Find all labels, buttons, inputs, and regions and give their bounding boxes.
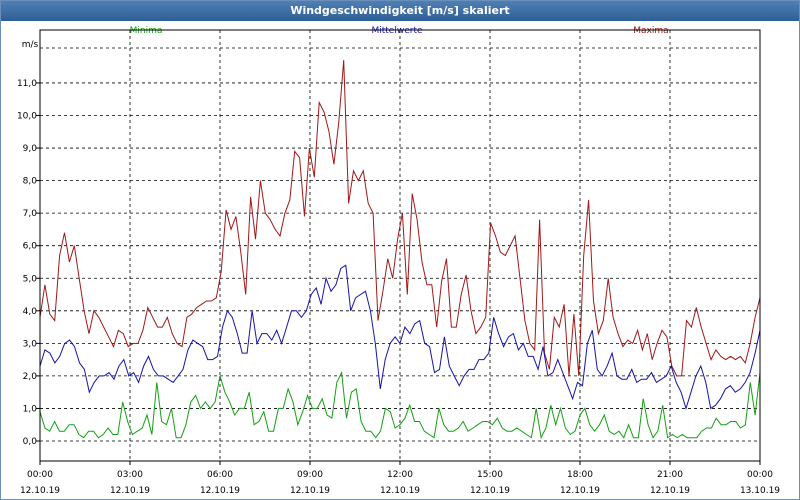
y-tick-label: 2,0 (23, 372, 38, 382)
y-tick-label: 4,0 (23, 307, 38, 317)
y-tick-label: 1,0 (23, 404, 38, 414)
series-line-mittelwerte (39, 264, 761, 411)
x-tick-time: 03:00 (117, 470, 143, 480)
y-tick-label: 9,0 (23, 144, 38, 154)
x-tick-time: 09:00 (297, 470, 323, 480)
x-tick-date: 12.10.19 (20, 486, 60, 496)
y-tick-label: 10,0 (17, 112, 37, 122)
x-tick-time: 21:00 (657, 470, 683, 480)
y-tick-label: 6,0 (23, 242, 38, 252)
x-tick-time: 12:00 (387, 470, 413, 480)
grid (40, 30, 760, 461)
x-tick-date: 12.10.19 (560, 486, 600, 496)
legend-maxima: Maxima (633, 26, 668, 36)
x-tick-date: 12.10.19 (200, 486, 240, 496)
x-tick-date: 12.10.19 (290, 486, 330, 496)
y-tick-label: 7,0 (23, 209, 38, 219)
x-tick-date: 12.10.19 (110, 486, 150, 496)
x-tick-date: 13.10.19 (740, 486, 780, 496)
x-tick-date: 12.10.19 (380, 486, 420, 496)
legend-minima: Minima (130, 26, 163, 36)
x-tick-time: 06:00 (207, 470, 233, 480)
legend: Maxima Mittelwerte Minima (130, 26, 669, 36)
y-axis-label: m/s (22, 40, 39, 50)
y-tick-label: 11,0 (17, 79, 37, 89)
plot-frame (39, 29, 761, 462)
y-tick-label: 3,0 (23, 339, 38, 349)
x-tick-time: 18:00 (567, 470, 593, 480)
series-lines (39, 60, 761, 440)
x-tick-date: 12.10.19 (650, 486, 690, 496)
y-axis-ticks: 0,0 1,0 2,0 3,0 4,0 5,0 6,0 7,0 8,0 9,0 10,0 11,0 (17, 79, 40, 447)
legend-mittelwerte: Mittelwerte (371, 26, 422, 36)
window-title: Windgeschwindigkeit [m/s] skaliert (1, 1, 799, 21)
x-tick-date: 12.10.19 (470, 486, 510, 496)
x-tick-time: 00:00 (747, 470, 773, 480)
x-tick-time: 15:00 (477, 470, 503, 480)
x-tick-time: 00:00 (27, 470, 53, 480)
x-axis-ticks: 00:00 12.10.19 03:00 12.10.19 06:00 12.10.19 0… (20, 461, 780, 496)
series-line-minima (39, 370, 761, 440)
y-tick-label: 8,0 (23, 177, 38, 187)
y-tick-label: 5,0 (23, 274, 38, 284)
y-tick-label: 0,0 (23, 437, 38, 447)
series-line-maxima (39, 60, 761, 377)
